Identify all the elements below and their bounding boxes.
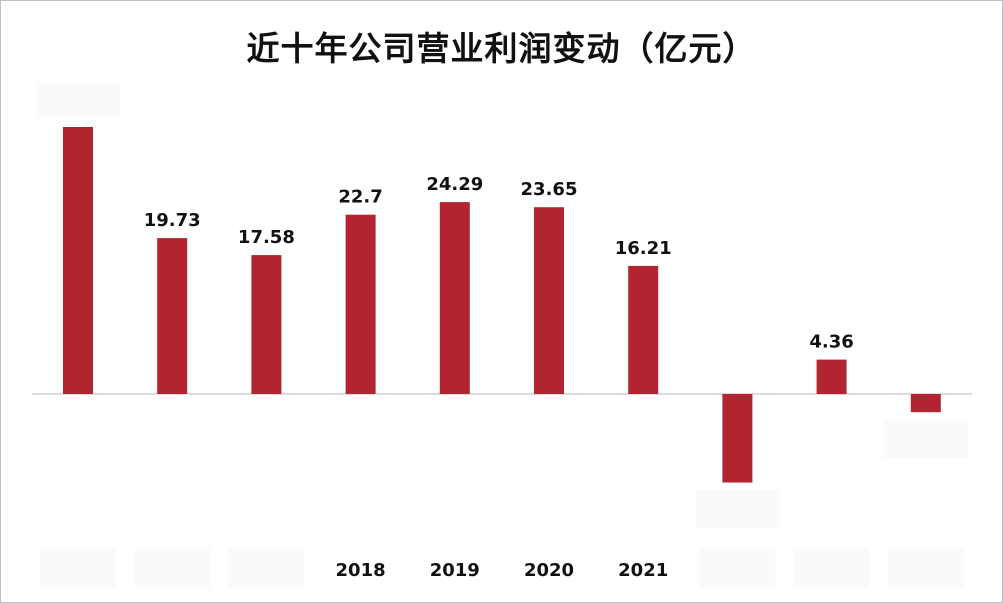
obscured-label-0 [36, 81, 120, 119]
obscured-label-9 [883, 420, 968, 459]
data-label-5: 23.65 [521, 179, 578, 200]
data-label-2: 17.58 [238, 227, 295, 248]
bar-9 [910, 394, 941, 413]
bar-7 [722, 394, 753, 483]
bar-1 [157, 238, 188, 394]
obscured-tick-7 [699, 548, 776, 588]
obscured-label-7 [695, 490, 780, 529]
bar-8 [816, 359, 847, 394]
obscured-tick-1 [134, 548, 211, 588]
data-label-4: 24.29 [426, 174, 483, 195]
data-label-6: 16.21 [615, 238, 672, 259]
obscured-tick-8 [793, 548, 870, 588]
bar-2 [251, 255, 282, 394]
data-label-8: 4.36 [809, 332, 853, 353]
obscured-tick-9 [887, 548, 964, 588]
bar-0 [63, 127, 93, 394]
bar-3 [345, 214, 376, 394]
x-tick-label-6: 2021 [618, 560, 668, 581]
x-tick-label-3: 2018 [336, 560, 386, 581]
data-label-3: 22.7 [338, 187, 382, 208]
x-tick-label-4: 2019 [430, 560, 480, 581]
chart-title: 近十年公司营业利润变动（亿元） [246, 29, 757, 68]
data-label-1: 19.73 [144, 210, 201, 231]
bar-6 [628, 265, 659, 394]
bar-4 [439, 202, 470, 394]
x-tick-label-5: 2020 [524, 560, 574, 581]
bar-5 [534, 207, 564, 394]
obscured-tick-2 [228, 548, 305, 588]
obscured-tick-0 [40, 548, 116, 588]
